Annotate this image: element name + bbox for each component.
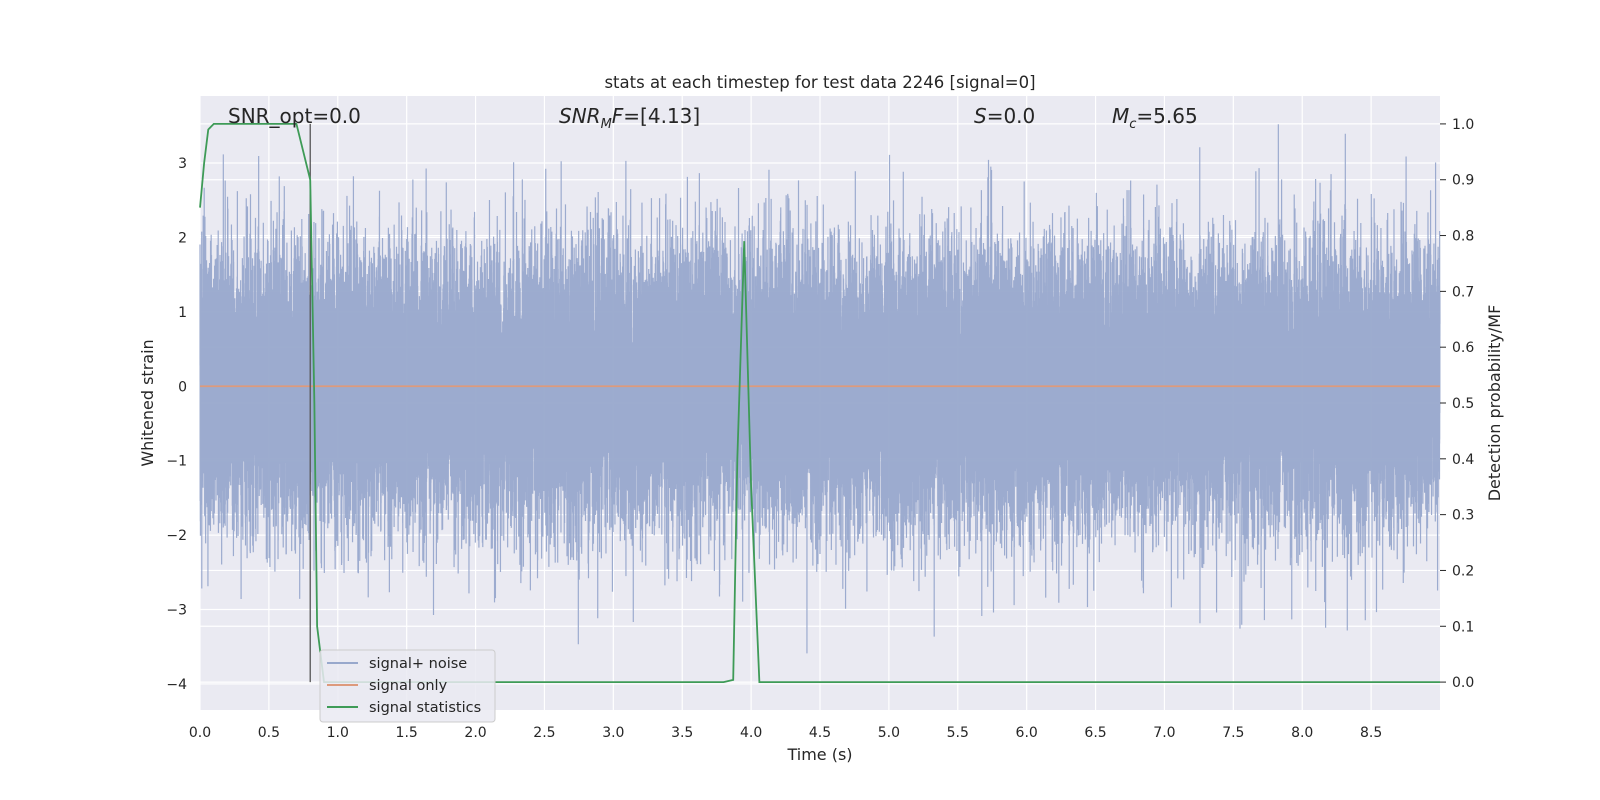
x-tick-label: 4.5 (809, 725, 831, 741)
legend: signal+ noise signal only signal statist… (319, 649, 496, 723)
x-tick-label: 8.5 (1360, 725, 1382, 741)
y-tick-label: 2 (178, 230, 187, 246)
annotation-s-symbol: S (974, 104, 987, 128)
y-tick-label: −3 (166, 603, 187, 619)
y-tick-label: 1 (178, 305, 187, 321)
annotation-mc-value: =5.65 (1136, 104, 1197, 128)
y2-tick-label: 0.5 (1452, 396, 1474, 412)
y2-tick-label: 0.0 (1452, 675, 1474, 691)
x-tick-label: 1.0 (327, 725, 349, 741)
x-tick-label: 2.0 (464, 725, 486, 741)
y-tick-label: −2 (166, 528, 187, 544)
y-tick-label: −1 (166, 454, 187, 470)
x-tick-label: 3.0 (602, 725, 624, 741)
x-tick-label: 5.5 (947, 725, 969, 741)
x-tick-label: 7.5 (1222, 725, 1244, 741)
x-tick-label: 8.0 (1291, 725, 1313, 741)
legend-box (319, 649, 496, 723)
x-tick-label: 0.5 (258, 725, 280, 741)
legend-label-signal-statistics: signal statistics (369, 700, 481, 716)
y-axis-label: Whitened strain (138, 339, 157, 466)
x-tick-label: 6.5 (1084, 725, 1106, 741)
annotation-snr-mf-subscript: M (601, 117, 612, 132)
series-signal-statistics (199, 123, 1440, 683)
y2-axis-ticks: 1.0 0.9 0.8 0.7 0.6 0.5 0.4 0.3 0.2 0.1 0.0 (1440, 117, 1474, 691)
annotation-mc-symbol: M (1112, 104, 1129, 128)
y2-tick-label: 0.8 (1452, 229, 1474, 245)
y2-tick-label: 0.2 (1452, 563, 1474, 579)
x-tick-label: 5.0 (878, 725, 900, 741)
x-tick-label: 3.5 (671, 725, 693, 741)
annotation-snr-mf-symbol: SNR (559, 104, 601, 128)
annotation-snr-mf: SNRMF=[4.13] (559, 104, 700, 132)
annotation-s-value: =0.0 (987, 104, 1036, 128)
legend-label-signal-only: signal only (369, 678, 448, 694)
series-signal-noise (199, 124, 1441, 654)
annotation-snr-opt: SNR_opt=0.0 (228, 104, 361, 128)
x-tick-label: 2.5 (533, 725, 555, 741)
x-tick-label: 4.0 (740, 725, 762, 741)
y2-tick-label: 0.3 (1452, 508, 1474, 524)
signal-statistics-line (199, 123, 1440, 683)
annotation-mc-subscript: c (1129, 117, 1136, 132)
x-tick-label: 6.0 (1016, 725, 1038, 741)
x-tick-label: 7.0 (1153, 725, 1175, 741)
y2-tick-label: 0.1 (1452, 619, 1474, 635)
x-axis-label: Time (s) (786, 745, 852, 764)
y-tick-label: −4 (166, 677, 187, 693)
legend-label-signal-noise: signal+ noise (369, 656, 467, 672)
y2-tick-label: 0.6 (1452, 340, 1474, 356)
y-axis-ticks: 3 2 1 0 −1 −2 −3 −4 (166, 156, 187, 693)
y2-tick-label: 0.9 (1452, 173, 1474, 189)
annotation-mc: Mc=5.65 (1112, 104, 1198, 132)
x-axis-ticks: 0.0 0.5 1.0 1.5 2.0 2.5 3.0 3.5 4.0 4.5 5.0 5.5 6.0 6… (189, 725, 1382, 741)
y2-axis-label: Detection probability/MF (1485, 305, 1504, 502)
y-tick-label: 0 (178, 379, 187, 395)
chart-title: stats at each timestep for test data 224… (604, 73, 1035, 92)
y-tick-label: 3 (178, 156, 187, 172)
x-tick-label: 1.5 (396, 725, 418, 741)
annotation-snr-mf-symbol2: F (612, 104, 624, 128)
annotation-snr-mf-value: =[4.13] (623, 104, 700, 128)
y2-tick-label: 0.4 (1452, 452, 1474, 468)
y2-tick-label: 1.0 (1452, 117, 1474, 133)
y2-tick-label: 0.7 (1452, 284, 1474, 300)
signal-noise-line (199, 124, 1441, 654)
x-tick-label: 0.0 (189, 725, 211, 741)
annotation-s: S=0.0 (974, 104, 1035, 128)
